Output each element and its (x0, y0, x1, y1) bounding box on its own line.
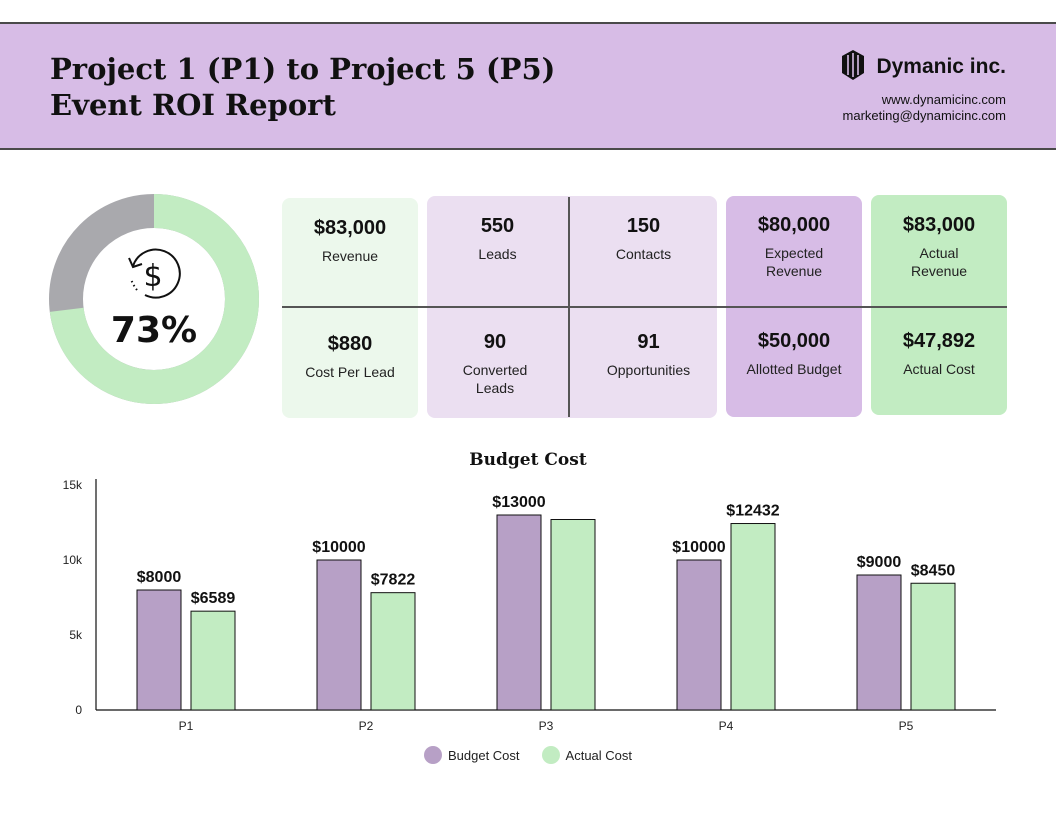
kpi-allotted-budget: $50,000 Allotted Budget (746, 328, 842, 378)
kpi-leads-value: 550 (480, 215, 515, 237)
report-header: Project 1 (P1) to Project 5 (P5) Event R… (0, 22, 1056, 150)
brand-website[interactable]: www.dynamicinc.com (881, 92, 1006, 107)
kpi-actual-cost-label: Actual Cost (903, 361, 975, 377)
chart-title: Budget Cost (469, 450, 587, 470)
roi-donut-fill (49, 194, 259, 404)
kpi-actual-revenue: $83,000 Actual Revenue (891, 212, 987, 280)
bar-data-label: $13000 (492, 494, 545, 511)
brand-email[interactable]: marketing@dynamicinc.com (842, 108, 1006, 123)
bar-data-label: $10000 (672, 539, 725, 556)
dollar-refresh-icon: $ (128, 248, 181, 299)
bar-data-label: $12432 (726, 503, 779, 520)
brand-block: Dymanic inc. www.dynamicinc.com marketin… (840, 49, 1006, 124)
kpi-actual-revenue-value: $83,000 (902, 214, 976, 236)
x-tick-label: P4 (719, 719, 734, 730)
bar-actual-p1[interactable] (190, 610, 236, 711)
kpi-opportunities-value: 91 (637, 331, 660, 353)
bar-data-label: $9000 (857, 554, 902, 571)
kpi-expected-revenue-value: $80,000 (757, 214, 831, 236)
kpi-contacts-value: 150 (626, 215, 661, 237)
kpi-converted-leads-value: 90 (483, 331, 507, 353)
bar-data-label: $7822 (371, 572, 416, 589)
bar-data-label: $10000 (312, 539, 365, 556)
budget-cost-chart: 0 5k 10k 15k P1 $8000 $6589 P2 $10000 $7822 P3 $130… (63, 478, 996, 730)
report-title-line-1: Project 1 (P1) to Project 5 (P5) (50, 52, 556, 86)
y-tick-label: 10k (63, 553, 83, 567)
kpi-converted-leads: 90 Converted Leads (447, 329, 543, 397)
kpi-revenue-value: $83,000 (313, 217, 387, 239)
bar-data-label: $8000 (137, 569, 182, 586)
bar-budget-p1[interactable] (136, 589, 182, 711)
bar-budget-p5[interactable] (856, 574, 902, 711)
kpi-opportunities: 91 Opportunities (570, 329, 727, 379)
kpi-actual-cost-value: $47,892 (902, 330, 976, 352)
report-title: Project 1 (P1) to Project 5 (P5) Event R… (50, 51, 570, 123)
kpi-card-revenue (282, 198, 418, 418)
roi-donut: $ (49, 194, 259, 404)
kpi-actual-cost: $47,892 Actual Cost (891, 328, 987, 378)
y-tick-label: 15k (63, 478, 83, 492)
legend-label-budget: Budget Cost (447, 747, 520, 763)
report-title-line-2: Event ROI Report (50, 88, 336, 122)
bar-actual-p4[interactable] (730, 523, 776, 711)
kpi-converted-leads-label: Converted Leads (462, 362, 528, 396)
kpi-allotted-budget-value: $50,000 (757, 330, 831, 352)
kpi-card-actual (871, 195, 1007, 415)
kpi-cost-per-lead: $880 Cost Per Lead (302, 331, 398, 381)
svg-text:$: $ (143, 259, 162, 294)
bar-budget-p2[interactable] (316, 559, 362, 711)
legend-swatch-actual (541, 746, 560, 764)
roi-percent: 73% (110, 310, 198, 351)
bar-actual-p3[interactable] (550, 519, 596, 711)
bar-actual-p5[interactable] (910, 582, 956, 711)
y-tick-label: 5k (69, 628, 83, 642)
legend-swatch-budget (423, 746, 442, 764)
bar-data-label: $8450 (911, 562, 956, 579)
legend-item-actual[interactable]: Actual Cost (541, 746, 633, 764)
kpi-cost-per-lead-label: Cost Per Lead (305, 364, 395, 380)
kpi-contacts: 150 Contacts (570, 213, 717, 263)
kpi-opportunities-label: Opportunities (606, 362, 691, 378)
bar-data-label: $6589 (191, 590, 236, 607)
legend-item-budget[interactable]: Budget Cost (423, 746, 520, 764)
x-tick-label: P3 (539, 719, 554, 730)
kpi-actual-revenue-label: Actual Revenue (910, 245, 968, 279)
kpi-expected-revenue-label: Expected Revenue (764, 245, 824, 279)
y-tick-label: 0 (75, 703, 82, 717)
kpi-leads: 550 Leads (427, 213, 568, 263)
kpi-revenue-label: Revenue (321, 248, 379, 264)
kpi-revenue: $83,000 Revenue (282, 215, 418, 265)
bar-budget-p4[interactable] (676, 559, 722, 711)
x-tick-label: P2 (359, 719, 374, 730)
bar-budget-p3[interactable] (496, 514, 542, 711)
kpi-cost-per-lead-value: $880 (327, 333, 373, 355)
kpi-contacts-label: Contacts (615, 246, 672, 262)
kpi-divider-vertical (568, 197, 570, 417)
chart-legend: Budget Cost Actual Cost (0, 746, 1056, 764)
kpi-divider-horizontal (282, 306, 1007, 308)
kpi-allotted-budget-label: Allotted Budget (746, 361, 842, 377)
bar-actual-p2[interactable] (370, 592, 416, 711)
kpi-expected-revenue: $80,000 Expected Revenue (746, 212, 842, 280)
kpi-leads-label: Leads (478, 246, 517, 262)
gem-icon (840, 49, 866, 86)
legend-label-actual: Actual Cost (565, 747, 633, 763)
x-tick-label: P1 (179, 719, 194, 730)
x-tick-label: P5 (899, 719, 914, 730)
brand-name: Dymanic inc. (876, 55, 1006, 78)
